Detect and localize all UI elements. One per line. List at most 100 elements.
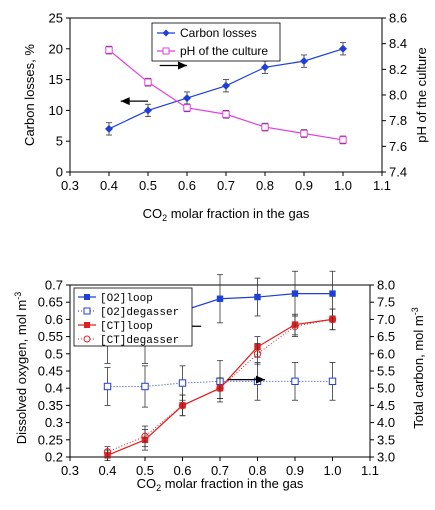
bottom-series-1-point xyxy=(254,293,261,301)
top-right-axis-title: pH of the culture xyxy=(414,47,429,142)
top-x-tick-label: 0.5 xyxy=(139,178,157,193)
bottom-y-tick-label: 0.4 xyxy=(45,381,63,396)
top-series-1-point xyxy=(183,94,191,103)
top-series-1-point xyxy=(105,124,113,133)
bottom-y2-tick-label: 6.0 xyxy=(377,346,395,361)
top-series-1-point xyxy=(300,57,308,66)
top-x-axis-title: CO2 molar fraction in the gas xyxy=(143,206,310,223)
top-x-tick-label: 0.3 xyxy=(61,178,79,193)
bottom-legend-ctloop-marker xyxy=(84,322,90,328)
top-series-2-point xyxy=(144,78,152,86)
top-y-tick-label: 5 xyxy=(56,134,63,149)
bottom-y2-tick-label: 4.5 xyxy=(377,398,395,413)
bottom-x-tick-label: 0.4 xyxy=(98,463,116,478)
oxygen-carbon-chart: 0.3 0.4 0.5 0.6 0.7 0.8 0.9 1.0 1.1 0.2 0.25 0.3 0.3… xyxy=(13,270,426,493)
bottom-x-tick-label: 0.8 xyxy=(248,463,266,478)
top-y2-tick-label: 7.8 xyxy=(389,113,407,128)
top-x-tick-label: 0.4 xyxy=(100,178,118,193)
bottom-x-tick-label: 1.0 xyxy=(323,463,341,478)
bottom-series-4-point xyxy=(291,322,299,330)
bottom-legend-ctdegasser-marker xyxy=(83,335,91,343)
bottom-legend-box xyxy=(73,287,193,347)
bottom-y2-tick-label: 3.5 xyxy=(377,432,395,447)
top-y2-tick-label: 8.6 xyxy=(389,11,407,26)
bottom-series-2-point xyxy=(178,379,187,387)
top-legend: Carbon losses pH of the culture xyxy=(151,22,281,62)
bottom-x-tick-label: 0.6 xyxy=(173,463,191,478)
bottom-y-tick-label: 0.65 xyxy=(38,295,63,310)
bottom-legend-ctloop-label: [CT]loop xyxy=(100,321,153,333)
top-legend-carbon-label: Carbon losses xyxy=(180,26,257,40)
bottom-x-tick-label: 0.7 xyxy=(211,463,229,478)
top-x-tick-label: 0.8 xyxy=(256,178,274,193)
top-y-tick-label: 15 xyxy=(49,72,63,87)
bottom-series-2-point xyxy=(103,382,112,391)
bottom-y2-tick-label: 7.0 xyxy=(377,312,395,327)
bottom-series-4-point xyxy=(103,448,112,456)
top-series-1-point xyxy=(222,81,230,90)
bottom-y-tick-label: 0.2 xyxy=(45,450,63,465)
bottom-series-1-point xyxy=(291,290,299,297)
bottom-y2-tick-label: 5.0 xyxy=(377,381,395,396)
bottom-series-4-point xyxy=(253,350,262,358)
bottom-x-tick-label: 1.1 xyxy=(361,463,379,478)
bottom-series-2-point xyxy=(141,382,149,391)
bottom-y-tick-label: 0.45 xyxy=(38,364,63,379)
top-series-2-point xyxy=(183,104,191,112)
top-x-tick-label: 0.6 xyxy=(178,178,196,193)
top-y-tick-label: 20 xyxy=(49,41,63,56)
bottom-y2-tick-label: 7.5 xyxy=(377,295,395,310)
bottom-y-tick-label: 0.55 xyxy=(38,329,63,344)
bottom-right-axis-title: Total carbon, mol m-3 xyxy=(410,307,426,428)
top-legend-ph-marker xyxy=(162,47,170,55)
top-left-axis-title: Carbon losses, % xyxy=(22,44,37,146)
top-y2-tick-label: 7.4 xyxy=(389,165,407,180)
bottom-series-2-point xyxy=(291,377,299,386)
top-series-2-point xyxy=(261,123,269,131)
top-series-2-point xyxy=(105,46,113,54)
top-y2-tick-label: 8.4 xyxy=(389,36,407,51)
top-series-2-point xyxy=(300,129,308,138)
bottom-x-tick-label: 0.3 xyxy=(61,463,79,478)
top-x-tick-label: 1.0 xyxy=(334,178,352,193)
bottom-legend-o2loop-label: [O2]loop xyxy=(100,293,153,305)
bottom-series-1-point xyxy=(216,295,224,302)
top-series-2-line xyxy=(108,49,344,141)
top-y2-tick-label: 8.0 xyxy=(389,88,407,103)
top-y-tick-label: 10 xyxy=(49,103,63,118)
bottom-legend-o2degasser-label: [O2]degasser xyxy=(100,307,179,319)
bottom-x-tick-label: 0.9 xyxy=(286,463,304,478)
bottom-series-4-point xyxy=(216,384,224,392)
top-series-1-point xyxy=(261,63,269,72)
top-y2-tick-label: 7.6 xyxy=(389,139,407,154)
bottom-y2-tick-label: 5.5 xyxy=(377,364,395,379)
top-x-tick-label: 1.1 xyxy=(373,178,391,193)
bottom-y-tick-label: 0.35 xyxy=(38,398,63,413)
top-legend-box xyxy=(151,22,281,62)
bottom-y-tick-label: 0.6 xyxy=(45,312,63,327)
top-series-1-point xyxy=(339,44,347,53)
bottom-series-4-point xyxy=(178,401,187,410)
bottom-legend-o2degasser-marker xyxy=(83,307,91,315)
top-y-tick-label: 0 xyxy=(56,165,63,180)
top-legend-carbon-marker xyxy=(162,29,170,37)
bottom-y2-tick-label: 8.0 xyxy=(377,278,395,293)
bottom-y-tick-label: 0.5 xyxy=(45,346,63,361)
top-axis-arrow-head xyxy=(178,61,187,70)
bottom-left-axis-title: Dissolved oxygen, mol m-3 xyxy=(13,292,29,445)
bottom-x-axis-title: CO2 molar fraction in the gas xyxy=(137,476,304,493)
bottom-series-1-point xyxy=(329,290,336,297)
bottom-y2-tick-label: 6.5 xyxy=(377,329,395,344)
bottom-y2-tick-label: 4.0 xyxy=(377,415,395,430)
bottom-y-tick-label: 0.3 xyxy=(45,415,63,430)
bottom-legend: [O2]loop [O2]degasser [CT]loop [CT]degas… xyxy=(73,287,193,347)
top-y2-tick-label: 8.2 xyxy=(389,62,407,77)
top-x-tick-label: 0.9 xyxy=(295,178,313,193)
top-legend-ph-label: pH of the culture xyxy=(180,44,268,58)
bottom-x-tick-label: 0.5 xyxy=(136,463,154,478)
bottom-series-2-point xyxy=(328,377,337,386)
top-series-1-point xyxy=(144,106,152,115)
bottom-series-4-point xyxy=(328,315,337,324)
bottom-y2-tick-label: 3.0 xyxy=(377,450,395,465)
bottom-series-4-point xyxy=(141,432,149,441)
